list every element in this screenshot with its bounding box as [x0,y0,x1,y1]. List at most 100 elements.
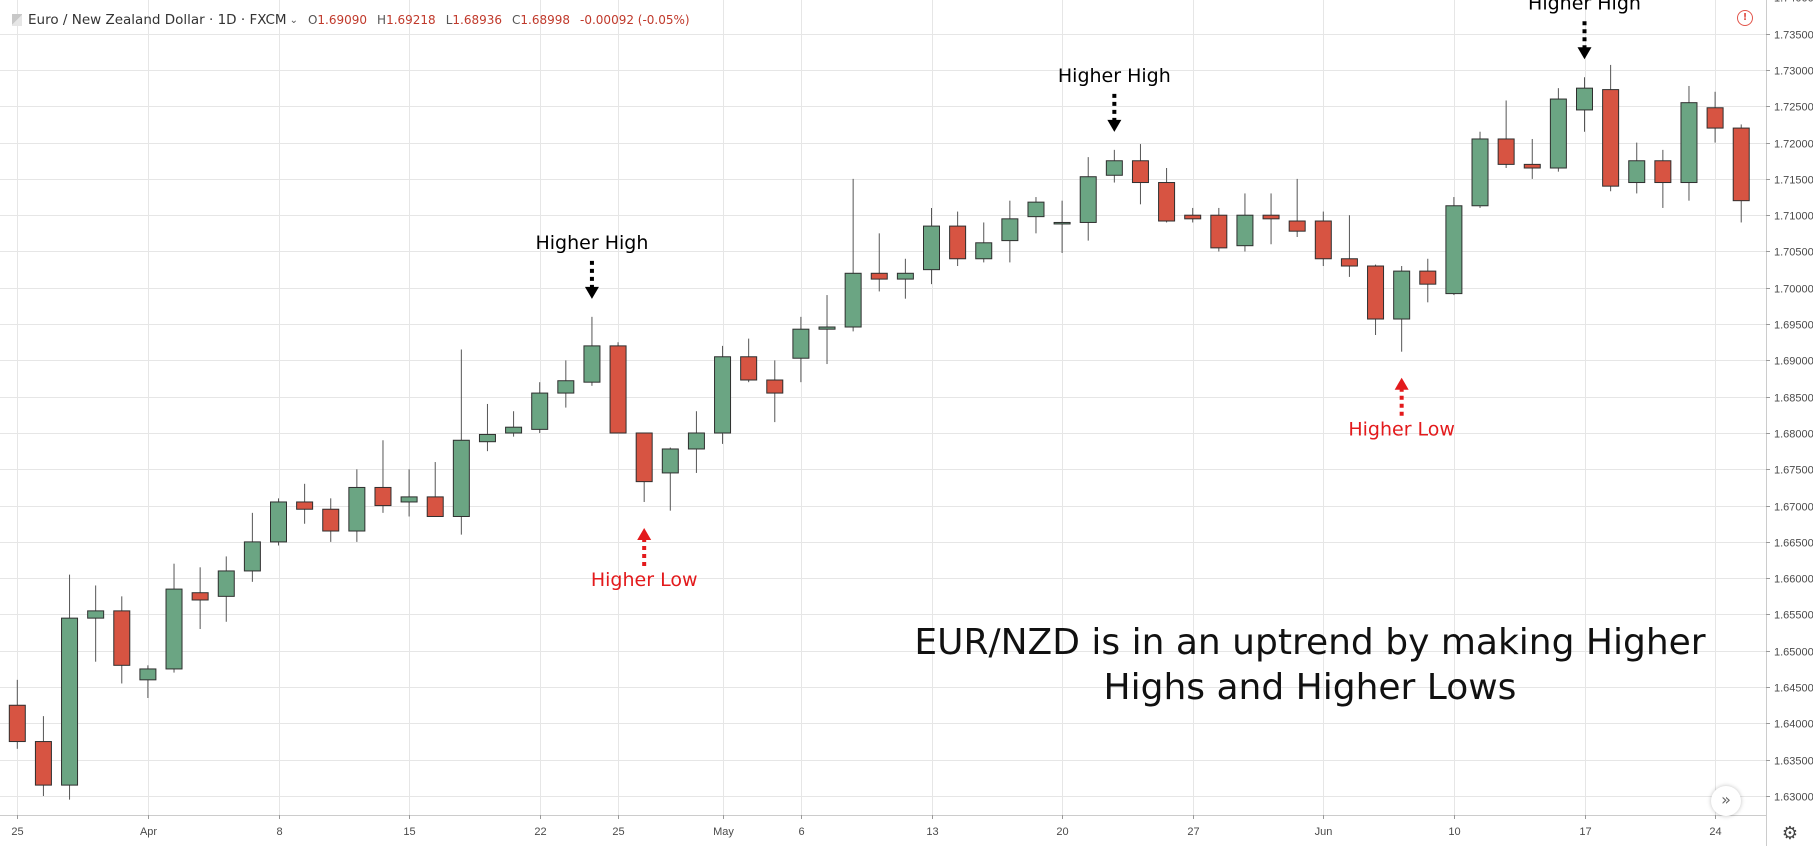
y-tick-label: 1.64000 [1774,719,1813,731]
candle-down [426,462,444,517]
candle-up [1236,193,1254,252]
candle-body [766,379,784,394]
annotation-label: Higher Low [591,569,698,591]
higher-high-annotation: Higher High [535,232,648,299]
candle-down [1184,207,1202,223]
higher-high-annotation: Higher High [1528,0,1641,60]
candle-body [191,592,209,601]
symbol-header[interactable]: Euro / New Zealand Dollar · 1D · FXCM ⌄ … [12,10,690,30]
time-axis[interactable]: 25 Apr 8 15 22 25 May 6 13 20 27 Jun 10 17 24 [0,815,1766,846]
close-number: 1.68998 [520,13,571,27]
y-tick-label: 1.66000 [1774,574,1813,586]
candle-up [557,360,575,408]
candle-body [1288,220,1306,232]
gear-icon[interactable]: ⚙ [1781,823,1799,844]
candle-body [1001,218,1019,242]
candle-body [1497,138,1515,165]
candle-body [1680,102,1698,184]
candle-up [217,556,235,622]
change-value: -0.00092 (-0.05%) [580,13,690,27]
interval-label[interactable]: 1D [217,12,237,28]
x-tick-label: Jun [1315,826,1333,838]
low-label: L [445,13,453,27]
x-tick-label: 10 [1448,826,1460,838]
candle-down [191,567,209,630]
arrow-head-up-icon [637,527,652,540]
candle-up [1549,88,1567,172]
y-tick-label: 1.72000 [1774,139,1813,151]
candle-body [348,486,366,532]
candle-up [1576,77,1593,132]
candle-down [766,360,784,423]
candle-body [61,617,79,786]
candle-body [452,439,470,517]
y-tick-label: 1.68500 [1774,393,1813,405]
y-tick-label: 1.71000 [1774,211,1813,223]
candle-down [1314,211,1332,267]
y-tick-label: 1.67000 [1774,502,1813,514]
y-tick-label: 1.72500 [1774,102,1813,114]
caption-line-2: Highs and Higher Lows [1103,667,1517,708]
candle-body [165,588,183,670]
candle-down [113,596,131,684]
y-tick-label: 1.67500 [1774,465,1813,477]
y-tick-label: 1.71500 [1774,175,1813,187]
candle-down [1210,207,1228,252]
candle-up [1079,157,1097,241]
candle-body [557,380,575,394]
candle-body [217,570,235,597]
candle-body [1445,205,1463,295]
candle-body [1105,160,1123,176]
grid [0,0,1766,815]
candle-down [1732,124,1750,223]
low-number: 1.68936 [452,13,502,27]
candle-body [1210,214,1228,249]
y-tick-label: 1.63500 [1774,756,1813,768]
candle-up [1053,200,1071,253]
chevron-down-icon[interactable]: ⌄ [289,14,298,26]
symbol-name[interactable]: Euro / New Zealand Dollar [28,12,205,28]
price-axis[interactable]: 1.74000 1.73500 1.73000 1.72500 1.72000 1.715… [1766,0,1813,846]
alert-circle-icon[interactable]: ! [1737,10,1753,26]
low-value: L1.68936 [446,13,502,27]
candle-down [1602,64,1620,192]
candle-body [1628,160,1646,184]
high-number: 1.69218 [386,13,436,27]
candle-body [1131,160,1149,184]
candle-body [1184,214,1202,220]
x-tick-label: 25 [612,826,624,838]
candle-up [243,512,261,582]
candle-body [400,496,418,503]
candle-down [1340,215,1358,277]
candle-body [1340,258,1358,267]
candle-body [243,541,261,572]
y-tick-label: 1.65500 [1774,610,1813,622]
candle-body [818,326,836,330]
separator-dot: · [236,12,250,28]
candle-up [1471,131,1489,208]
arrow-head-down-icon [584,286,599,299]
candle-body [139,668,157,681]
scroll-to-latest-icon[interactable]: » [1711,786,1741,816]
candle-up [896,258,914,299]
candle-down [1367,264,1385,335]
candle-body [896,272,914,280]
x-tick-label: Apr [140,826,157,838]
candle-body [740,356,758,381]
candle-down [1288,178,1306,237]
candle-body [505,426,523,434]
x-tick-label: 15 [403,826,415,838]
candle-up [923,207,940,285]
candle-body [923,225,940,271]
y-tick-label: 1.73000 [1774,66,1813,78]
open-number: 1.69090 [317,13,368,27]
exchange-label[interactable]: FXCM [249,12,287,28]
y-tick-label: 1.66500 [1774,538,1813,550]
candle-body [426,496,444,517]
candle-body [478,433,496,443]
candle-body [870,272,888,280]
candle-body [1523,163,1541,169]
x-tick-label: 8 [276,826,282,838]
candle-up [478,403,496,452]
